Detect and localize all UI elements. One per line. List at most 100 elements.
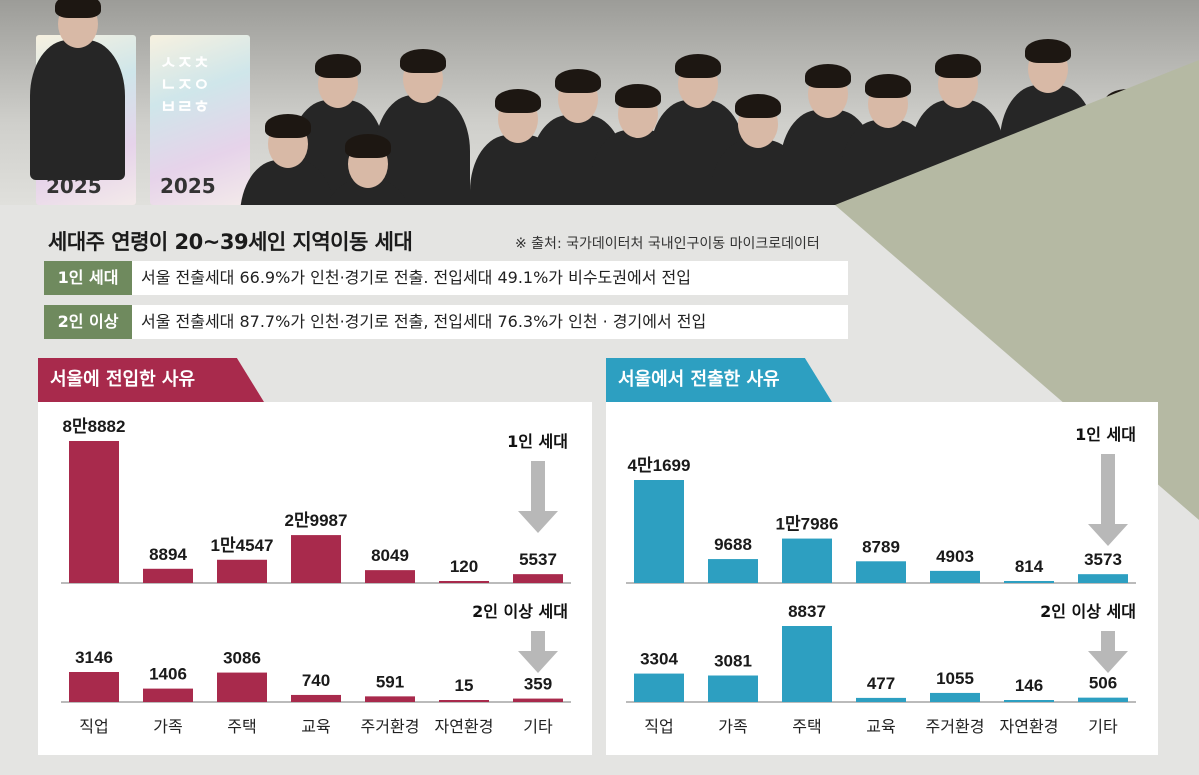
value-label: 1만7986: [776, 515, 839, 534]
bar: [217, 672, 267, 702]
category-label: 주택: [792, 717, 821, 736]
person-hair: [400, 49, 446, 73]
bar: [69, 672, 119, 702]
value-label: 8049: [371, 546, 409, 565]
value-label: 8894: [149, 545, 187, 564]
category-label: 가족: [153, 717, 182, 736]
bar: [930, 692, 980, 702]
category-label: 주거환경: [926, 717, 985, 736]
info-row-single: 1인 세대 서울 전출세대 66.9%가 인천·경기로 전출. 전입세대 49.…: [44, 261, 848, 295]
chart-tab-outflow: 서울에서 전출한 사유: [606, 358, 832, 402]
value-label: 146: [1015, 676, 1043, 695]
bar: [513, 698, 563, 702]
bar: [439, 581, 489, 583]
chart-tab-inflow: 서울에 전입한 사유: [38, 358, 264, 402]
value-label: 3081: [714, 652, 752, 671]
value-label: 477: [867, 674, 895, 693]
category-label: 직업: [644, 717, 673, 736]
person-hair: [675, 54, 721, 78]
value-label: 15: [455, 676, 474, 695]
bar: [291, 694, 341, 702]
category-label: 주거환경: [361, 717, 420, 736]
bar: [634, 673, 684, 702]
person-hair: [1025, 39, 1071, 63]
bar: [291, 535, 341, 583]
category-label: 자연환경: [1000, 717, 1059, 736]
info-row-multi: 2인 이상 서울 전출세대 87.7%가 인천·경기로 전출, 전입세대 76.…: [44, 305, 848, 339]
value-label: 3086: [223, 649, 261, 668]
event-banner: ㅅㅈㅊ ㄴㅈㅇ ㅂㄹㅎ 2025: [150, 35, 250, 205]
bar: [930, 570, 980, 583]
bar: [143, 688, 193, 702]
value-label: 740: [302, 671, 330, 690]
person-hair: [265, 114, 311, 138]
chart-panel-outflow: 4만1699 9688 1만7986 8789 4903 814 3573 1인 세대 3304…: [606, 402, 1158, 755]
person-hair: [865, 74, 911, 98]
chart-panel-inflow: 8만8882 8894 1만4547 2만9987 8049 120 5537 1인 세대 31…: [38, 402, 592, 755]
value-label: 5537: [519, 550, 557, 569]
person-hair: [55, 0, 101, 18]
category-label: 교육: [301, 717, 330, 736]
value-label: 591: [376, 672, 404, 691]
value-label: 3573: [1084, 550, 1122, 569]
bar: [69, 441, 119, 583]
person-hair: [555, 69, 601, 93]
bar: [856, 697, 906, 702]
bar: [365, 696, 415, 702]
bar: [634, 480, 684, 583]
value-label: 3146: [75, 648, 113, 667]
down-arrow-icon: [518, 631, 558, 673]
person-silhouette: [30, 40, 125, 180]
source-note: ※ 출처: 국가데이터처 국내인구이동 마이크로데이터: [515, 236, 820, 252]
value-label: 1055: [936, 669, 974, 688]
person-hair: [345, 134, 391, 158]
bar: [708, 559, 758, 583]
bar: [1004, 700, 1054, 702]
value-label: 814: [1015, 557, 1044, 576]
bar: [708, 675, 758, 702]
person-hair: [495, 89, 541, 113]
series-title: 2인 이상 세대: [1040, 602, 1136, 621]
category-label: 기타: [523, 717, 553, 736]
chart-outflow: 4만1699 9688 1만7986 8789 4903 814 3573 1인 세대 3304…: [626, 425, 1136, 736]
bar: [365, 570, 415, 583]
bar: [1004, 580, 1054, 583]
value-label: 3304: [640, 650, 678, 669]
person-hair: [935, 54, 981, 78]
chart-inflow: 8만8882 8894 1만4547 2만9987 8049 120 5537 1인 세대 31…: [61, 417, 571, 736]
value-label: 8만8882: [63, 417, 126, 436]
down-arrow-icon: [518, 461, 558, 533]
value-label: 8789: [862, 537, 900, 556]
person-hair: [805, 64, 851, 88]
category-label: 가족: [718, 717, 747, 736]
bar: [1078, 697, 1128, 702]
value-label: 9688: [714, 535, 752, 554]
banner-text: ㅅㅈㅊ ㄴㅈㅇ ㅂㄹㅎ: [160, 53, 210, 118]
value-label: 4903: [936, 547, 974, 566]
bar: [782, 626, 832, 702]
category-label: 교육: [866, 717, 895, 736]
info-text-single: 서울 전출세대 66.9%가 인천·경기로 전출. 전입세대 49.1%가 비수…: [141, 268, 691, 287]
banner-year: 2025: [46, 174, 102, 198]
person-hair: [615, 84, 661, 108]
bar: [782, 538, 832, 583]
bar: [513, 574, 563, 583]
info-tag-single: 1인 세대: [44, 261, 132, 295]
value-label: 120: [450, 557, 478, 576]
page-title: 세대주 연령이 20~39세인 지역이동 세대: [48, 230, 413, 254]
value-label: 2만9987: [285, 511, 348, 530]
value-label: 359: [524, 675, 552, 694]
bar: [439, 700, 489, 702]
bar: [856, 561, 906, 583]
bar: [143, 568, 193, 583]
person-hair: [735, 94, 781, 118]
person-hair: [315, 54, 361, 78]
series-title: 2인 이상 세대: [472, 602, 568, 621]
series-title: 1인 세대: [507, 432, 568, 451]
category-label: 자연환경: [435, 717, 494, 736]
value-label: 4만1699: [628, 456, 691, 475]
category-label: 주택: [227, 717, 256, 736]
bar: [1078, 574, 1128, 583]
value-label: 8837: [788, 602, 826, 621]
info-tag-multi: 2인 이상: [44, 305, 132, 339]
